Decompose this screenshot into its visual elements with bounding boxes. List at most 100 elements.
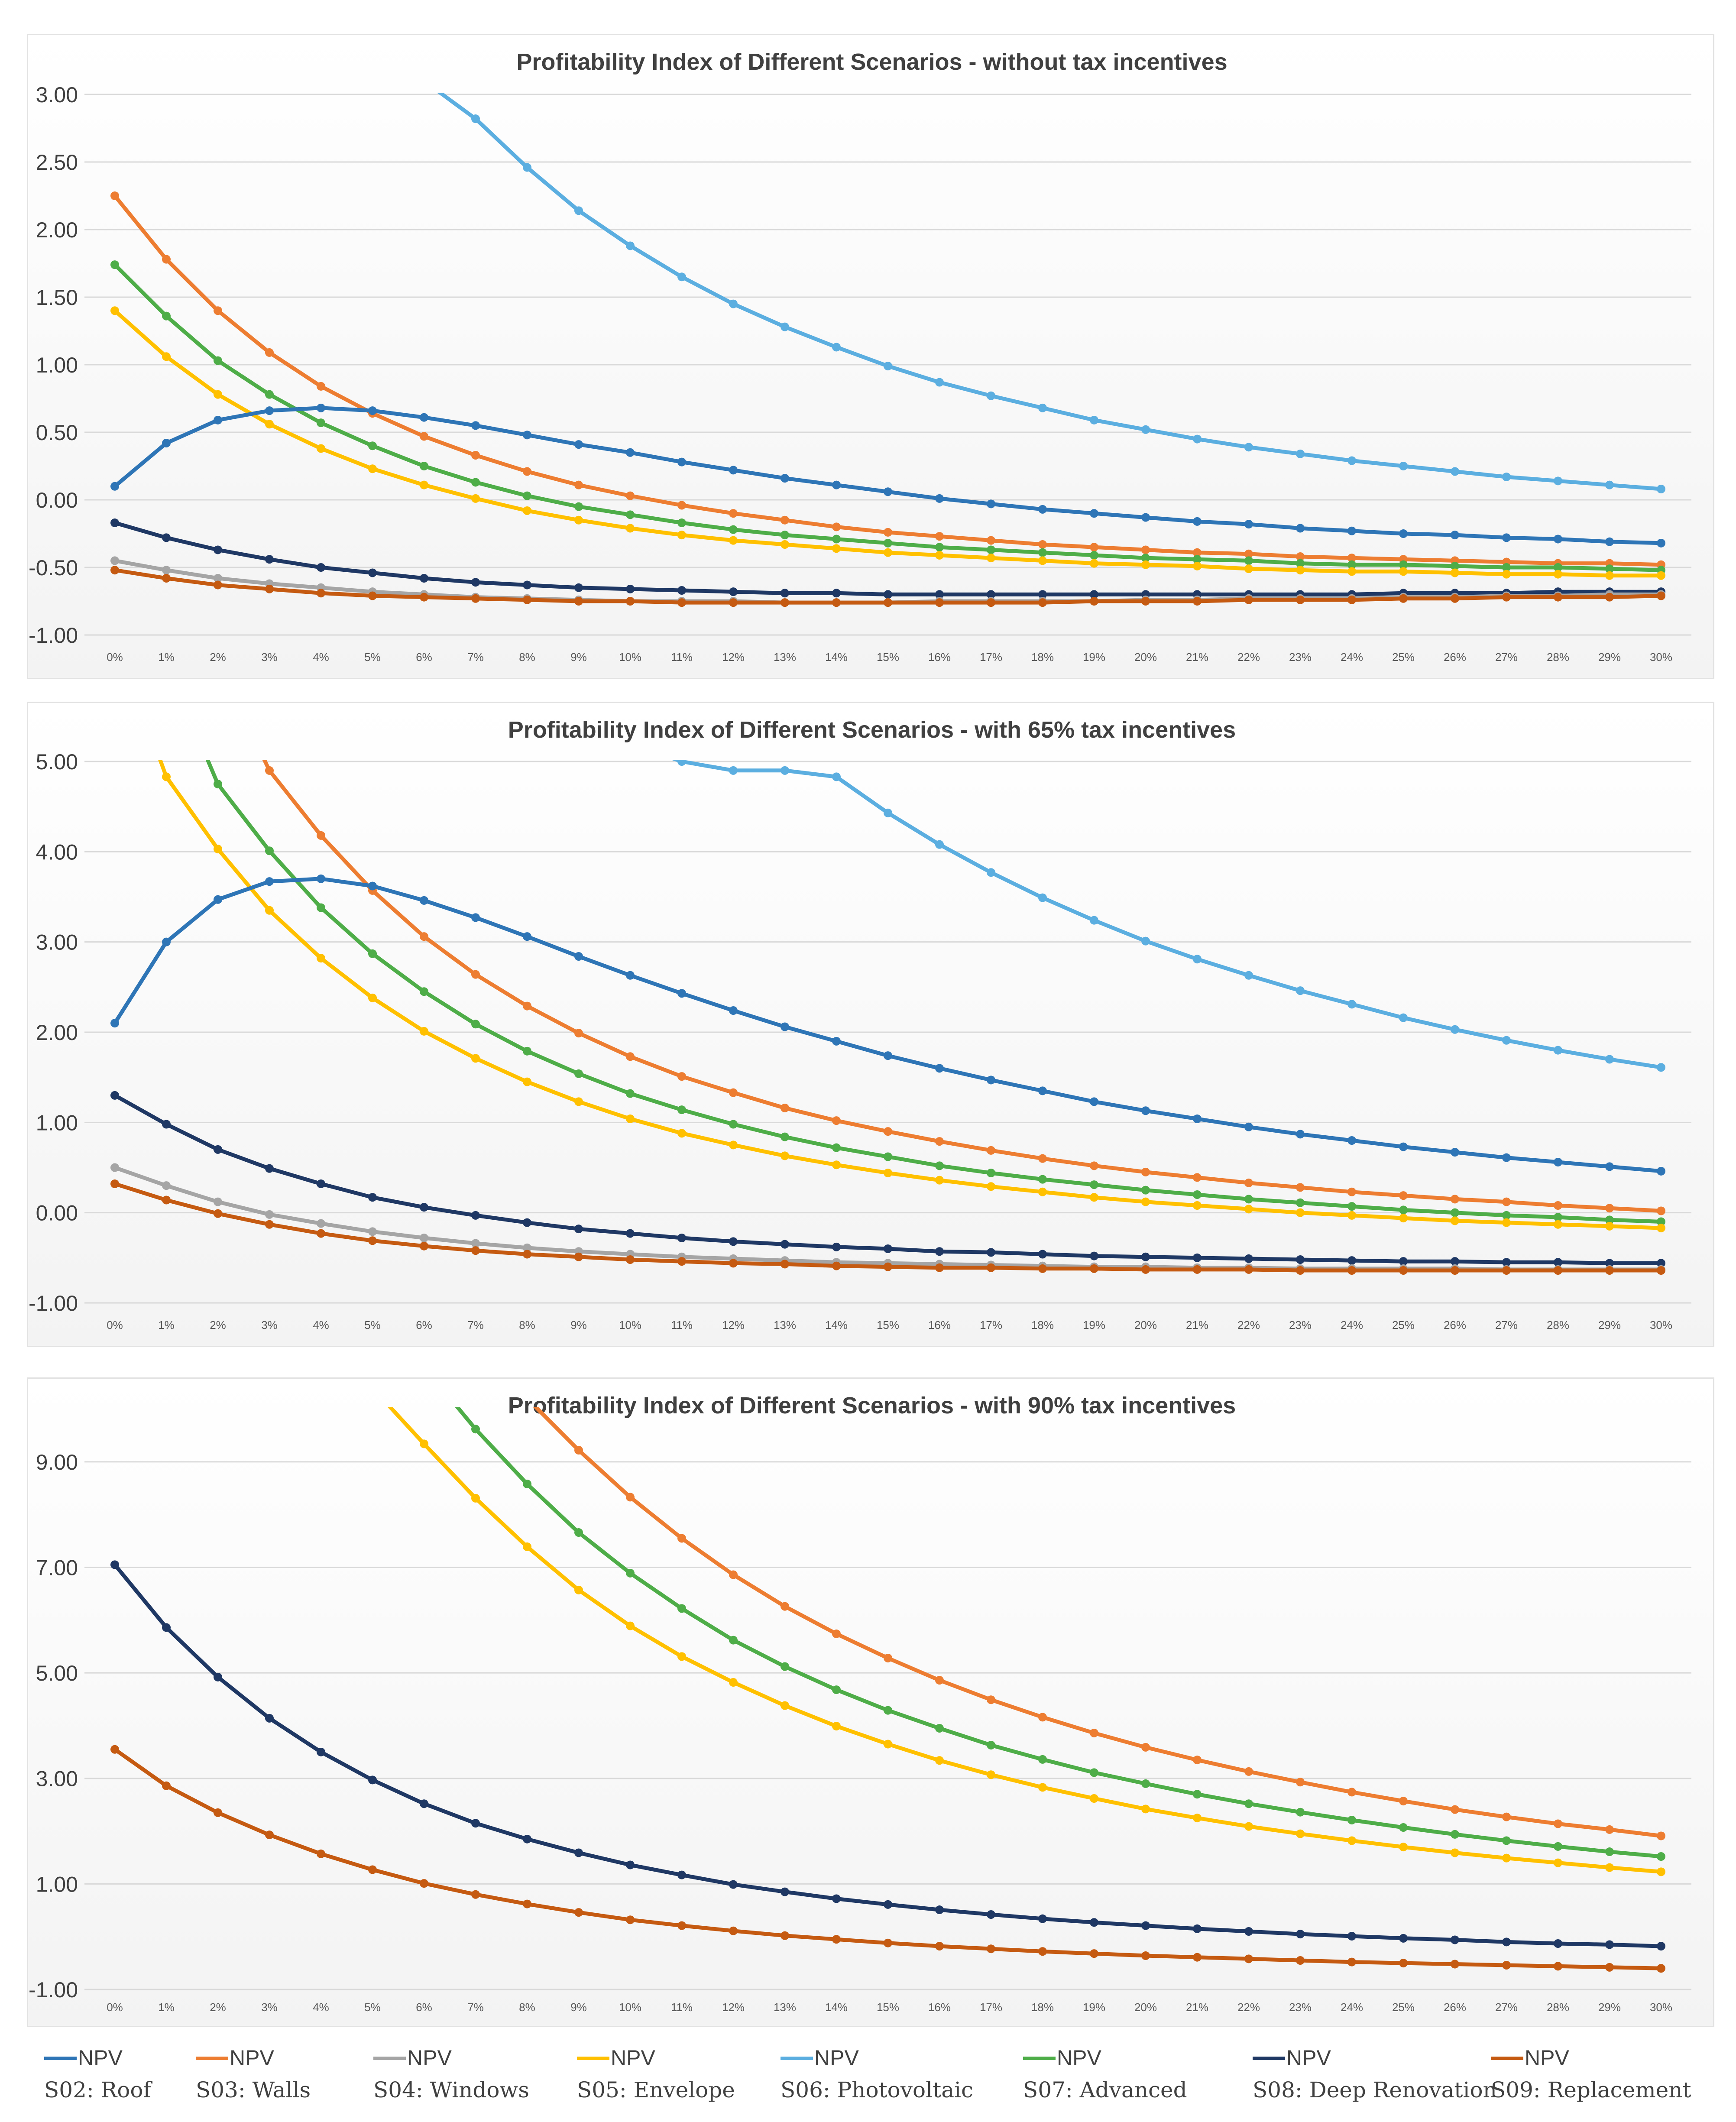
data-point-s09 <box>574 597 583 606</box>
data-point-s05 <box>1502 570 1511 579</box>
x-tick-label: 10% <box>619 1319 641 1332</box>
x-tick-label: 17% <box>980 651 1002 664</box>
data-point-s05 <box>1399 1214 1408 1223</box>
x-tick-label: 28% <box>1547 651 1569 664</box>
data-point-s03 <box>420 432 428 441</box>
x-tick-label: 14% <box>825 2001 848 2014</box>
data-point-s08 <box>1038 1250 1047 1259</box>
data-point-s02 <box>1347 1136 1356 1145</box>
data-point-s07 <box>317 418 325 428</box>
data-point-s07 <box>832 1685 841 1694</box>
data-point-s07 <box>677 1105 686 1114</box>
data-point-s09 <box>162 1195 171 1205</box>
x-tick-label: 1% <box>158 1319 175 1332</box>
series-line-s02 <box>113 406 1663 545</box>
data-point-s06 <box>1038 893 1047 902</box>
data-point-s02 <box>1605 1162 1614 1171</box>
data-point-s03 <box>987 536 995 545</box>
data-point-s03 <box>884 1127 892 1136</box>
data-point-s07 <box>1502 1211 1511 1220</box>
data-point-s08 <box>1657 1259 1665 1268</box>
data-point-s03 <box>1502 1812 1511 1821</box>
data-point-s05 <box>781 1701 789 1710</box>
data-point-s08 <box>987 1910 995 1919</box>
x-tick-label: 30% <box>1650 651 1672 664</box>
data-point-s07 <box>935 543 944 552</box>
data-point-s07 <box>368 441 377 450</box>
data-point-s08 <box>523 1834 531 1843</box>
data-point-s02 <box>1399 529 1408 538</box>
x-tick-label: 27% <box>1495 1319 1518 1332</box>
data-point-s03 <box>214 306 222 315</box>
legend-series-name: S07: Advanced <box>1023 2077 1187 2103</box>
data-point-s06 <box>884 808 892 817</box>
data-point-s02 <box>471 913 480 922</box>
data-point-s02 <box>265 877 274 886</box>
x-tick-label: 10% <box>619 2001 641 2014</box>
x-tick-label: 10% <box>619 651 641 664</box>
x-tick-label: 15% <box>877 1319 899 1332</box>
series-line-s05 <box>388 1407 1663 1874</box>
data-point-s08 <box>1141 1921 1150 1930</box>
data-point-s05 <box>884 1169 892 1177</box>
legend-series-name: S08: Deep Renovation <box>1253 2077 1497 2103</box>
data-point-s05 <box>523 1077 531 1086</box>
legend-swatch <box>44 2057 77 2060</box>
x-tick-label: 11% <box>671 1319 693 1332</box>
data-point-s05 <box>677 1129 686 1138</box>
x-tick-label: 6% <box>416 2001 432 2014</box>
x-tick-label: 19% <box>1083 1319 1105 1332</box>
data-point-s05 <box>626 1114 635 1123</box>
x-tick-label: 5% <box>364 1319 381 1332</box>
data-point-s08 <box>626 584 635 593</box>
data-point-s07 <box>987 545 995 554</box>
data-point-s07 <box>265 846 274 855</box>
data-point-s06 <box>1141 936 1150 946</box>
data-point-s07 <box>729 1120 738 1129</box>
data-point-s07 <box>1193 1790 1202 1799</box>
data-point-s07 <box>1554 1842 1562 1851</box>
data-point-s08 <box>523 1218 531 1227</box>
x-tick-label: 20% <box>1134 2001 1157 2014</box>
data-point-s07 <box>1038 1755 1047 1764</box>
data-point-s06 <box>1605 1055 1614 1064</box>
legend-series-name: S05: Envelope <box>577 2077 735 2103</box>
data-point-s08 <box>832 1242 841 1251</box>
data-point-s09 <box>1347 595 1356 604</box>
data-point-s08 <box>1347 1931 1356 1941</box>
data-point-s07 <box>523 1479 531 1488</box>
data-point-s07 <box>1141 554 1150 563</box>
data-point-s05 <box>677 1652 686 1661</box>
data-point-s05 <box>368 1383 377 1392</box>
x-tick-label: 28% <box>1547 2001 1569 2014</box>
data-point-s09 <box>1657 1964 1665 1973</box>
legend-item-s05: NPV S05: Envelope <box>560 2036 768 2118</box>
data-point-s05 <box>420 1027 428 1036</box>
data-point-s07 <box>1657 1852 1665 1861</box>
data-point-s03 <box>1347 1187 1356 1196</box>
data-point-s02 <box>368 881 377 891</box>
data-point-s05 <box>1502 1218 1511 1227</box>
data-point-s03 <box>574 480 583 489</box>
x-tick-label: 22% <box>1237 2001 1260 2014</box>
series-line-s09 <box>113 1747 1663 1970</box>
data-point-s06 <box>626 241 635 250</box>
data-point-s09 <box>1193 597 1202 606</box>
data-point-s05 <box>317 954 325 963</box>
data-point-s03 <box>471 451 480 460</box>
data-point-s05 <box>1605 1863 1614 1872</box>
data-point-s08 <box>1451 1257 1459 1266</box>
data-point-s07 <box>1347 1815 1356 1824</box>
data-point-s03 <box>935 1676 944 1685</box>
data-point-s05 <box>832 544 841 553</box>
data-point-s08 <box>110 518 119 528</box>
data-point-s08 <box>368 1775 377 1785</box>
data-point-s03 <box>162 255 171 264</box>
data-point-s08 <box>677 586 686 595</box>
x-tick-label: 18% <box>1031 2001 1054 2014</box>
x-tick-label: 18% <box>1031 651 1054 664</box>
data-point-s06 <box>1399 462 1408 470</box>
legend-series-name: S02: Roof <box>44 2077 151 2103</box>
data-point-s07 <box>1090 1768 1098 1777</box>
data-point-s03 <box>626 491 635 500</box>
